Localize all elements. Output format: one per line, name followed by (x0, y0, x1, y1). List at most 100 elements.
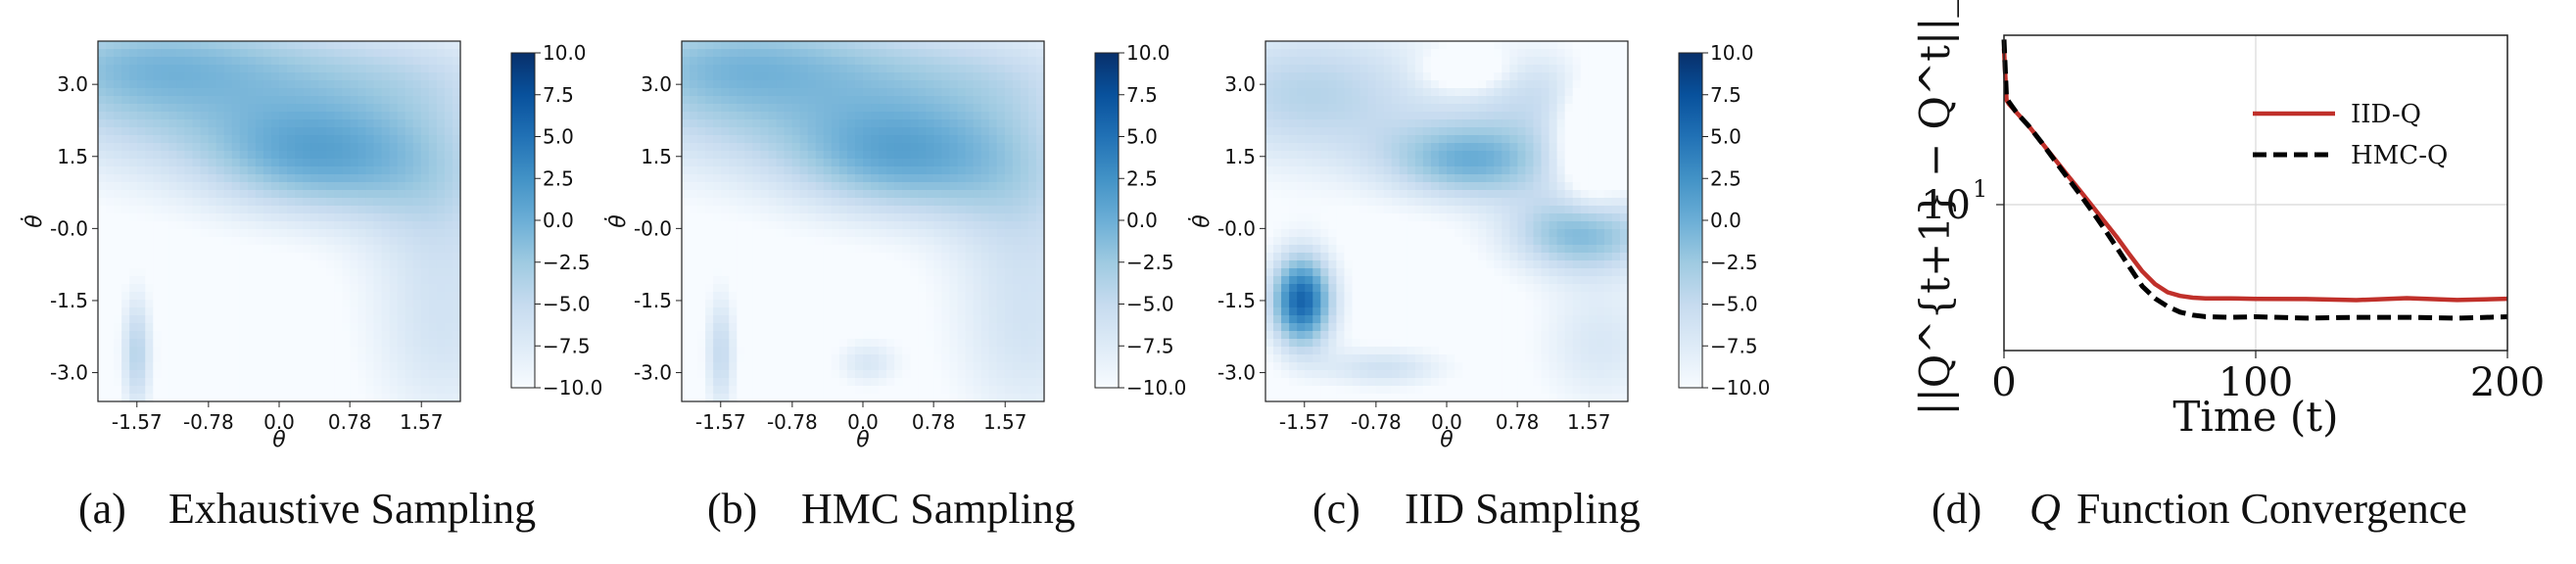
heatmap-cell (98, 307, 107, 316)
heatmap-cell (342, 182, 351, 191)
heatmap-cell (247, 378, 257, 387)
heatmap-cell (846, 386, 856, 395)
heatmap-cell (452, 143, 461, 152)
heatmap-cell (176, 49, 186, 58)
heatmap-cell (106, 284, 115, 293)
heatmap-cell (262, 307, 272, 316)
heatmap-cell (682, 41, 691, 50)
heatmap-cell (965, 166, 975, 175)
heatmap-cell (1367, 119, 1377, 128)
heatmap-cell (1430, 41, 1440, 50)
heatmap-cell (358, 354, 367, 363)
heatmap-cell (918, 65, 927, 73)
heatmap-cell (420, 362, 430, 371)
heatmap-cell (752, 213, 762, 222)
heatmap-cell (791, 386, 801, 395)
heatmap-cell (208, 221, 217, 230)
heatmap-cell (807, 96, 817, 105)
heatmap-cell (941, 166, 951, 175)
heatmap-cell (428, 284, 438, 293)
heatmap-cell (176, 127, 186, 136)
heatmap-cell (358, 159, 367, 167)
heatmap-cell (342, 174, 351, 183)
heatmap-cell (295, 57, 304, 66)
heatmap-cell (303, 182, 311, 191)
heatmap-cell (1328, 96, 1337, 105)
heatmap-cell (941, 119, 951, 128)
heatmap-cell (879, 166, 887, 175)
heatmap-cell (1462, 80, 1471, 89)
heatmap-cell (405, 253, 414, 261)
heatmap-cell (176, 315, 186, 324)
heatmap-cell (988, 166, 998, 175)
heatmap-cell (949, 370, 959, 379)
heatmap-cell (310, 331, 319, 340)
heatmap-cell (791, 151, 801, 160)
heatmap-cell (1470, 96, 1479, 105)
heatmap-cell (295, 339, 304, 348)
heatmap-cell (1494, 112, 1503, 120)
heatmap-cell (846, 354, 856, 363)
heatmap-cell (1312, 88, 1321, 97)
heatmap-cell (1020, 127, 1029, 136)
heatmap-cell (1470, 119, 1479, 128)
heatmap-cell (838, 260, 848, 269)
heatmap-cell (705, 362, 714, 371)
heatmap-cell (1289, 80, 1298, 89)
heatmap-cell (980, 96, 990, 105)
heatmap-cell (255, 284, 264, 293)
heatmap-cell (318, 135, 327, 144)
heatmap-cell (1352, 65, 1361, 73)
heatmap-cell (1320, 119, 1329, 128)
heatmap-cell (405, 323, 414, 332)
heatmap-cell (1541, 127, 1550, 136)
heatmap-cell (358, 104, 367, 113)
heatmap-cell (1438, 112, 1448, 120)
heatmap-cell (729, 143, 738, 152)
heatmap-cell (1004, 198, 1014, 207)
heatmap-cell (412, 49, 422, 58)
heatmap-cell (444, 315, 453, 324)
heatmap-cell (871, 88, 880, 97)
heatmap-cell (334, 245, 343, 254)
heatmap-cell (1344, 88, 1354, 97)
heatmap-cell (121, 80, 130, 89)
heatmap-cell (98, 284, 107, 293)
heatmap-cell (405, 284, 414, 293)
heatmap-cell (436, 96, 446, 105)
heatmap-cell (1564, 57, 1574, 66)
heatmap-cell (1012, 112, 1022, 120)
heatmap-cell (279, 65, 288, 73)
heatmap-cell (957, 206, 967, 214)
heatmap-cell (1360, 88, 1369, 97)
heatmap-cell (381, 80, 391, 89)
heatmap-cell (255, 135, 264, 144)
heatmap-cell (1004, 190, 1014, 199)
heatmap-cell (1035, 331, 1045, 340)
heatmap-cell (1281, 49, 1290, 58)
heatmap-cell (381, 198, 391, 207)
heatmap-cell (247, 96, 257, 105)
heatmap-cell (137, 378, 146, 387)
heatmap-cell (247, 72, 257, 81)
heatmap-cell (436, 276, 446, 285)
heatmap-cell (129, 253, 138, 261)
heatmap-cell (697, 166, 706, 175)
heatmap-cell (270, 362, 280, 371)
heatmap-cell (303, 88, 311, 97)
heatmap-cell (287, 127, 296, 136)
heatmap-cell (231, 268, 241, 277)
heatmap-cell (405, 151, 414, 160)
heatmap-cell (1012, 166, 1022, 175)
heatmap-cell (200, 119, 210, 128)
heatmap-cell (342, 213, 351, 222)
heatmap-cell (705, 315, 714, 324)
heatmap-cell (365, 206, 375, 214)
heatmap-cells (1265, 41, 1629, 402)
heatmap-cell (957, 135, 967, 144)
heatmap-cell (121, 57, 130, 66)
heatmap-cell (318, 354, 327, 363)
heatmap-cell (729, 354, 738, 363)
heatmap-cell (838, 88, 848, 97)
heatmap-cell (760, 276, 770, 285)
